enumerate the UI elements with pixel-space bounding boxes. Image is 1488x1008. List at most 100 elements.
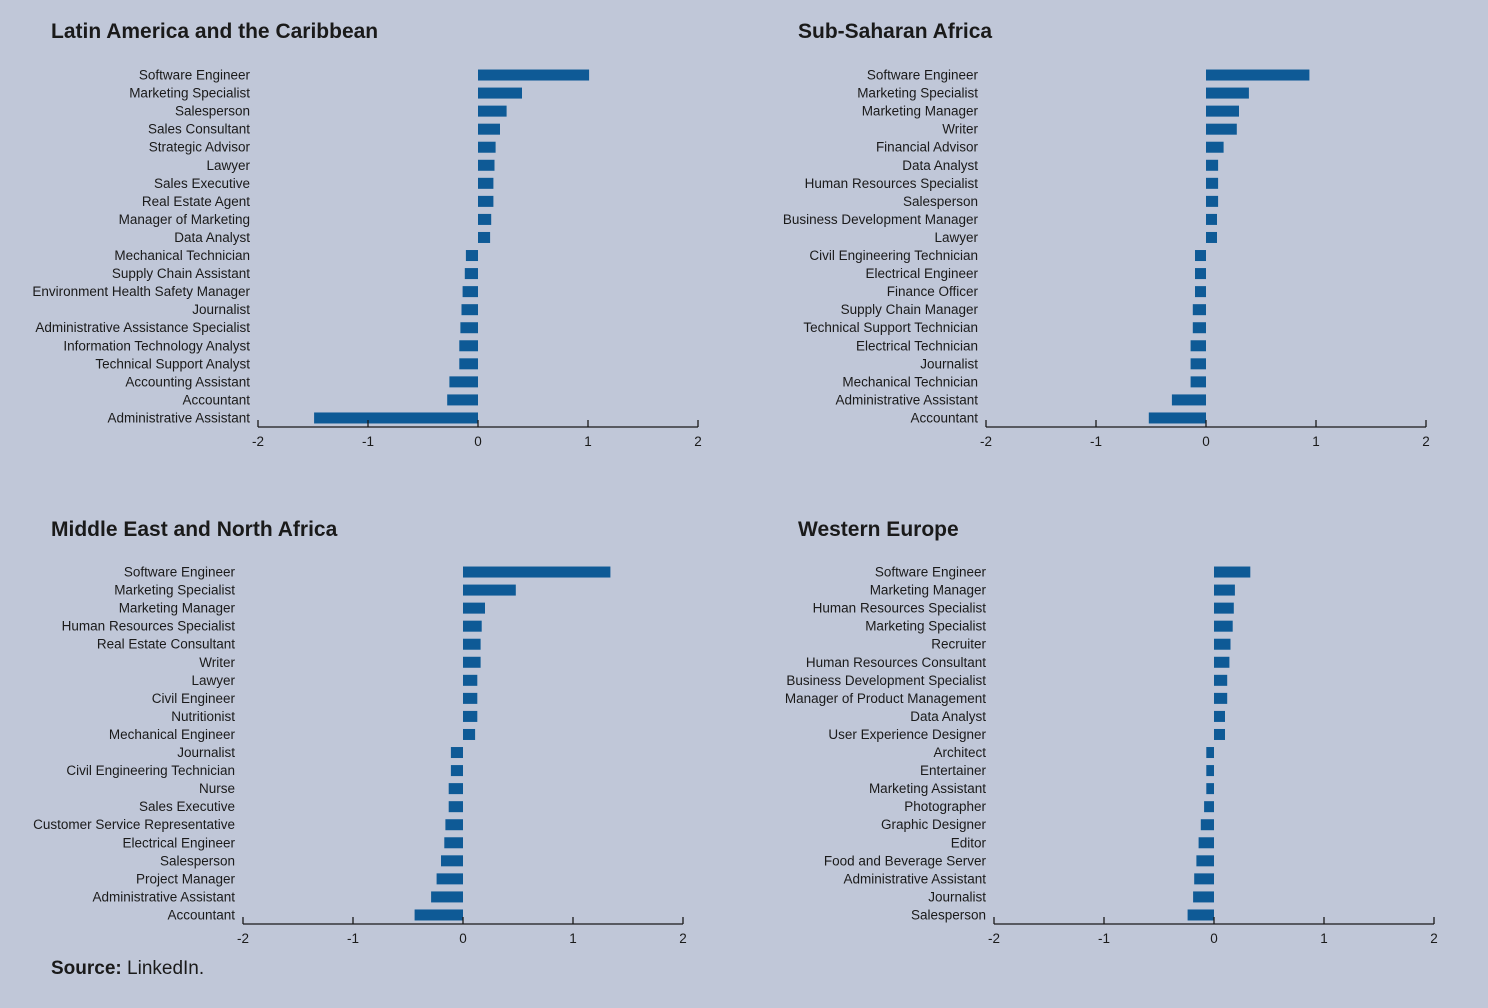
chart-title: Sub-Saharan Africa: [798, 20, 993, 43]
bar: [1214, 638, 1231, 650]
bar: [449, 376, 478, 388]
category-label: Civil Engineer: [152, 691, 236, 706]
bar: [1214, 584, 1235, 596]
bar: [463, 674, 478, 686]
category-label: Electrical Engineer: [122, 835, 235, 850]
bar: [441, 855, 463, 867]
bar: [1214, 710, 1225, 722]
bar: [1198, 837, 1214, 849]
category-label: Electrical Technician: [856, 338, 978, 353]
category-label: Human Resources Specialist: [813, 601, 987, 616]
category-label: Marketing Manager: [862, 104, 979, 119]
bar: [463, 692, 478, 704]
bar: [431, 891, 463, 903]
x-tick-label: -2: [252, 434, 264, 449]
category-label: Salesperson: [903, 194, 978, 209]
bar: [1206, 177, 1219, 189]
bar-chart: Software Engineer Marketing Specialist Mar…: [783, 68, 1430, 449]
category-label: Journalist: [177, 745, 235, 760]
bar: [463, 602, 485, 614]
bar: [1192, 304, 1206, 316]
bar: [1171, 394, 1206, 406]
bar: [460, 322, 478, 334]
bar: [1206, 231, 1217, 243]
bar: [1214, 602, 1234, 614]
bar: [478, 141, 496, 153]
category-label: Marketing Specialist: [114, 583, 235, 598]
category-label: Human Resources Consultant: [806, 655, 986, 670]
bar: [463, 728, 476, 740]
category-label: Administrative Assistant: [835, 392, 978, 407]
category-label: Administrative Assistant: [92, 889, 235, 904]
category-label: Writer: [942, 122, 978, 137]
category-label: Recruiter: [931, 637, 986, 652]
chart-panel-latin-america: Latin America and the Caribbean Software…: [0, 0, 744, 500]
x-tick-label: 0: [1202, 434, 1210, 449]
category-label: Mechanical Technician: [114, 248, 250, 263]
bar: [1206, 123, 1237, 135]
source-note: Source: LinkedIn.: [51, 958, 204, 980]
bar: [1214, 728, 1225, 740]
bar: [414, 909, 463, 921]
bar: [478, 159, 495, 171]
x-tick-label: 2: [1422, 434, 1430, 449]
bar: [1148, 412, 1206, 424]
category-label: Electrical Engineer: [865, 266, 978, 281]
chart-title: Latin America and the Caribbean: [51, 20, 379, 43]
bar: [478, 69, 590, 81]
category-label: Human Resources Specialist: [805, 176, 979, 191]
x-tick-label: 1: [1312, 434, 1320, 449]
category-label: Real Estate Agent: [142, 194, 250, 209]
bar: [1206, 747, 1214, 759]
category-label: Lawyer: [191, 673, 235, 688]
bar: [463, 710, 478, 722]
bar: [478, 231, 491, 243]
category-label: Marketing Assistant: [869, 781, 986, 796]
x-tick-label: 0: [459, 931, 467, 946]
bar: [1194, 873, 1214, 885]
bar: [1192, 322, 1206, 334]
x-tick-label: 1: [1320, 931, 1328, 946]
x-tick-label: -2: [980, 434, 992, 449]
x-tick-label: -1: [362, 434, 374, 449]
category-label: Administrative Assistant: [107, 410, 250, 425]
bar: [478, 87, 522, 99]
category-label: User Experience Designer: [828, 727, 986, 742]
x-tick-label: 1: [584, 434, 592, 449]
category-label: Data Analyst: [902, 158, 978, 173]
category-label: Data Analyst: [174, 230, 250, 245]
category-label: Financial Advisor: [876, 140, 979, 155]
bar: [1206, 141, 1224, 153]
category-label: Nurse: [199, 781, 235, 796]
source-text: LinkedIn.: [121, 958, 205, 979]
category-label: Journalist: [920, 356, 978, 371]
category-label: Architect: [933, 745, 986, 760]
bar: [1204, 801, 1214, 813]
bar: [1214, 656, 1230, 668]
bar: [462, 286, 478, 298]
category-label: Accountant: [167, 907, 235, 922]
bar: [1214, 674, 1228, 686]
category-label: Technical Support Analyst: [95, 356, 250, 371]
category-label: Accountant: [182, 392, 250, 407]
category-label: Salesperson: [160, 853, 235, 868]
bar: [465, 250, 478, 262]
bar: [448, 783, 463, 795]
bar: [447, 394, 478, 406]
bar: [1190, 376, 1206, 388]
x-tick-label: 2: [1430, 931, 1438, 946]
bar: [1193, 891, 1214, 903]
category-label: Administrative Assistance Specialist: [35, 320, 250, 335]
category-label: Food and Beverage Server: [824, 853, 987, 868]
bar: [1195, 250, 1206, 262]
category-label: Entertainer: [920, 763, 987, 778]
chart-panel-western-europe: Western Europe Software Engineer Marketin…: [744, 498, 1488, 958]
x-tick-label: -1: [1090, 434, 1102, 449]
bar: [478, 195, 494, 207]
bar: [1195, 268, 1206, 280]
bar: [1206, 87, 1249, 99]
bar: [463, 638, 481, 650]
x-tick-label: -1: [1098, 931, 1110, 946]
category-label: Customer Service Representative: [33, 817, 235, 832]
bar: [461, 304, 478, 316]
